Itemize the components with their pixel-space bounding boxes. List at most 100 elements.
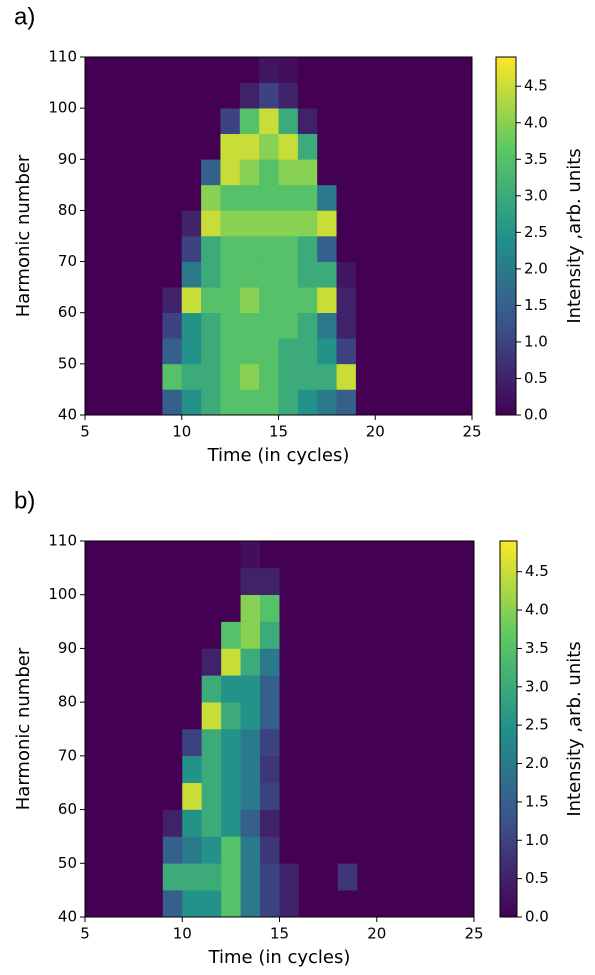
heatmap-cell bbox=[357, 863, 378, 891]
heatmap-cell bbox=[123, 836, 144, 864]
heatmap-cell bbox=[181, 338, 202, 365]
heatmap-cell bbox=[239, 184, 260, 211]
heatmap-cell bbox=[435, 702, 455, 730]
heatmap-cell bbox=[337, 541, 358, 569]
heatmap-cell bbox=[375, 210, 395, 237]
heatmap-cell bbox=[375, 82, 395, 109]
heatmap-cell bbox=[239, 312, 260, 339]
heatmap-cell bbox=[240, 755, 261, 784]
heatmap-cell bbox=[454, 675, 475, 703]
heatmap-cell bbox=[182, 594, 202, 622]
heatmap-cell bbox=[143, 287, 163, 314]
heatmap-cell bbox=[415, 836, 436, 864]
heatmap-cell bbox=[260, 729, 280, 757]
heatmap-cell bbox=[318, 782, 339, 810]
heatmap-cell bbox=[104, 782, 125, 810]
heatmap-cell bbox=[221, 675, 241, 703]
colorbar-tick-label: 3.0 bbox=[525, 677, 549, 695]
heatmap-cell bbox=[435, 594, 455, 622]
colorbar-tick-label: 1.5 bbox=[525, 792, 549, 810]
heatmap-cell bbox=[394, 389, 415, 416]
heatmap-cell bbox=[435, 729, 455, 757]
heatmap-cell bbox=[278, 312, 299, 339]
heatmap-cell bbox=[221, 729, 241, 757]
heatmap-cell bbox=[85, 57, 105, 83]
heatmap-cell bbox=[260, 890, 280, 918]
heatmap-cell bbox=[355, 133, 376, 160]
heatmap-cell bbox=[394, 287, 415, 314]
heatmap-cell bbox=[415, 621, 436, 649]
heatmap-cell bbox=[452, 312, 473, 339]
heatmap-cell bbox=[337, 863, 358, 891]
heatmap-cell bbox=[317, 261, 337, 288]
heatmap-cell bbox=[104, 675, 125, 703]
x-tick-label: 20 bbox=[366, 423, 385, 441]
heatmap-cell bbox=[278, 108, 299, 135]
heatmap-cell bbox=[259, 236, 279, 262]
heatmap-cell bbox=[278, 133, 299, 160]
heatmap-cell bbox=[220, 363, 241, 390]
heatmap-cell bbox=[182, 675, 202, 703]
heatmap-cell bbox=[357, 702, 378, 730]
heatmap-cell bbox=[415, 675, 436, 703]
heatmap-cell bbox=[396, 621, 416, 649]
heatmap-cell bbox=[317, 210, 337, 237]
heatmap-cell bbox=[260, 567, 280, 596]
heatmap-cell bbox=[297, 389, 318, 416]
heatmap-cell bbox=[123, 57, 144, 83]
heatmap-cell bbox=[435, 782, 455, 810]
colorbar-tick-label: 4.5 bbox=[525, 562, 549, 580]
heatmap-cell bbox=[298, 648, 319, 676]
heatmap-cell bbox=[201, 261, 221, 288]
heatmap-cell bbox=[355, 363, 376, 390]
heatmap-cell bbox=[279, 836, 300, 864]
heatmap-cell bbox=[162, 702, 183, 730]
heatmap-cell bbox=[240, 621, 261, 649]
heatmap-cell bbox=[435, 755, 455, 784]
heatmap-cell bbox=[298, 890, 319, 918]
heatmap-cell bbox=[162, 210, 183, 237]
heatmap-cell bbox=[220, 338, 241, 365]
heatmap-cell bbox=[433, 261, 453, 288]
heatmap-cell bbox=[336, 82, 357, 109]
heatmap-cell bbox=[415, 729, 436, 757]
heatmap-cell bbox=[220, 57, 241, 83]
x-tick-label: 10 bbox=[172, 423, 191, 441]
heatmap-cell bbox=[355, 210, 376, 237]
heatmap-cell bbox=[104, 82, 124, 109]
colorbar bbox=[499, 540, 518, 918]
heatmap-cell bbox=[317, 236, 337, 262]
heatmap-cell bbox=[123, 108, 144, 135]
heatmap-cell bbox=[259, 210, 279, 237]
heatmap-cell bbox=[240, 675, 261, 703]
heatmap-cell bbox=[239, 236, 260, 262]
heatmap-cell bbox=[396, 567, 416, 596]
y-axis-label: Harmonic number bbox=[13, 154, 34, 317]
heatmap-cell bbox=[85, 621, 105, 649]
heatmap-cell bbox=[415, 782, 436, 810]
heatmap-cell bbox=[85, 108, 105, 135]
heatmap-cell bbox=[413, 82, 434, 109]
heatmap-cell bbox=[240, 809, 261, 837]
heatmap-cell bbox=[317, 338, 337, 365]
heatmap-cell bbox=[355, 389, 376, 416]
heatmap-cell bbox=[357, 782, 378, 810]
heatmap-cell bbox=[220, 287, 241, 314]
heatmap-cell bbox=[279, 863, 300, 891]
heatmap-cell bbox=[279, 782, 300, 810]
heatmap-cell bbox=[181, 236, 202, 262]
heatmap-cell bbox=[396, 675, 416, 703]
heatmap-cell bbox=[123, 236, 144, 262]
heatmap-cell bbox=[279, 675, 300, 703]
x-tick-label: 5 bbox=[80, 925, 90, 943]
heatmap-cell bbox=[318, 567, 339, 596]
heatmap-cell bbox=[357, 621, 378, 649]
heatmap-cell bbox=[298, 863, 319, 891]
heatmap-cell bbox=[85, 236, 105, 262]
heatmap-cell bbox=[162, 236, 183, 262]
heatmap-cell bbox=[181, 287, 202, 314]
heatmap-cell bbox=[375, 108, 395, 135]
heatmap-cell bbox=[123, 312, 144, 339]
heatmap-cell bbox=[297, 133, 318, 160]
heatmap-cell bbox=[396, 782, 416, 810]
